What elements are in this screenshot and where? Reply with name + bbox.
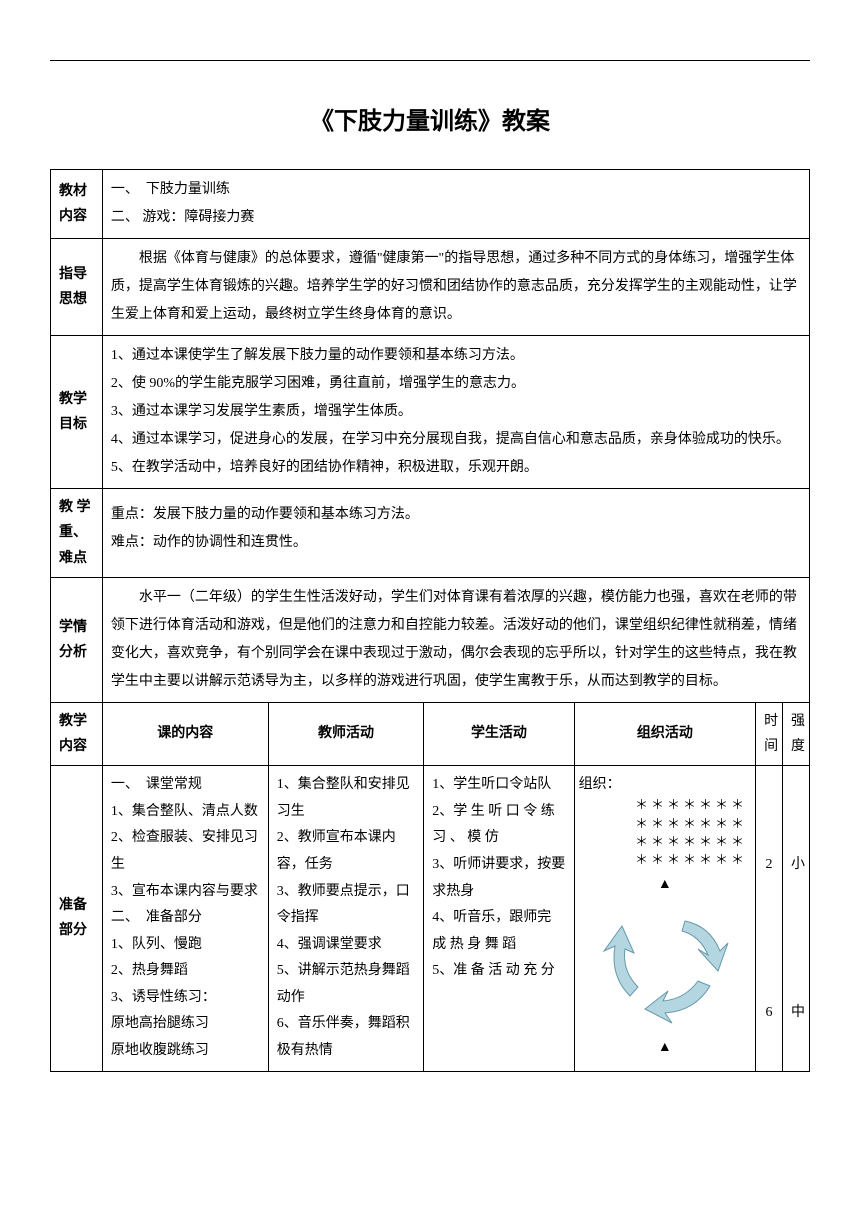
guidance-content: 根据《体育与健康》的总体要求，遵循"健康第一"的指导思想，通过多种不同方式的身体…	[102, 239, 809, 336]
cycle-arrows-icon	[590, 901, 740, 1031]
header-org: 组织活动	[574, 702, 755, 765]
prep-org: 组织： ＊＊＊＊＊＊＊ ＊＊＊＊＊＊＊ ＊＊＊＊＊＊＊ ＊＊＊＊＊＊＊ ▲ ▲	[574, 766, 755, 1072]
table-row: 准备部分 一、 课堂常规 1、集合整队、清点人数 2、检查服装、安排见习生 3、…	[51, 766, 810, 930]
material-line2: 二、 游戏：障碍接力赛	[111, 204, 801, 232]
prep-teacher: 1、集合整队和安排见习生 2、教师宣布本课内容，任务 3、教师要点提示，口令指挥…	[268, 766, 424, 1072]
table-row: 学情分析 水平一（二年级）的学生生性活泼好动，学生们对体育课有着浓厚的兴趣，模仿…	[51, 577, 810, 702]
objective-item: 1、通过本课使学生了解发展下肢力量的动作要领和基本练习方法。	[111, 342, 801, 370]
objective-item: 2、使 90%的学生能克服学习困难，勇往直前，增强学生的意志力。	[111, 370, 801, 398]
material-label: 教材内容	[51, 170, 103, 239]
triangle-icon: ▲	[579, 872, 751, 897]
material-content: 一、 下肢力量训练 二、 游戏：障碍接力赛	[102, 170, 809, 239]
objective-item: 5、在教学活动中，培养良好的团结协作精神，积极进取，乐观开朗。	[111, 454, 801, 482]
analysis-label: 学情分析	[51, 577, 103, 702]
header-label: 教学内容	[51, 702, 103, 765]
star-row: ＊＊＊＊＊＊＊	[579, 852, 751, 870]
star-row: ＊＊＊＊＊＊＊	[579, 834, 751, 852]
keypoint-line: 难点：动作的协调性和连贯性。	[111, 529, 801, 557]
header-teacher: 教师活动	[268, 702, 424, 765]
page-title: 《下肢力量训练》教案	[50, 101, 810, 144]
prep-int1: 小	[783, 766, 810, 930]
lesson-plan-table: 教材内容 一、 下肢力量训练 二、 游戏：障碍接力赛 指导思想 根据《体育与健康…	[50, 169, 810, 1071]
header-time: 时间	[756, 702, 783, 765]
star-row: ＊＊＊＊＊＊＊	[579, 797, 751, 815]
header-intensity: 强度	[783, 702, 810, 765]
material-line1: 一、 下肢力量训练	[111, 176, 801, 204]
prep-time1: 2	[756, 766, 783, 930]
table-row: 教 学重、难点 重点：发展下肢力量的动作要领和基本练习方法。 难点：动作的协调性…	[51, 489, 810, 578]
prep-student: 1、学生听口令站队 2、学 生 听 口 令 练 习 、 模 仿 3、听师讲要求，…	[424, 766, 574, 1072]
guidance-label: 指导思想	[51, 239, 103, 336]
analysis-content: 水平一（二年级）的学生生性活泼好动，学生们对体育课有着浓厚的兴趣，模仿能力也强，…	[102, 577, 809, 702]
prep-int2: 中	[783, 930, 810, 1071]
org-label: 组织：	[579, 772, 751, 797]
header-student: 学生活动	[424, 702, 574, 765]
prep-content: 一、 课堂常规 1、集合整队、清点人数 2、检查服装、安排见习生 3、宣布本课内…	[102, 766, 268, 1072]
keypoints-label: 教 学重、难点	[51, 489, 103, 578]
keypoints-content: 重点：发展下肢力量的动作要领和基本练习方法。 难点：动作的协调性和连贯性。	[102, 489, 809, 578]
table-row: 教学目标 1、通过本课使学生了解发展下肢力量的动作要领和基本练习方法。 2、使 …	[51, 336, 810, 489]
objective-item: 4、通过本课学习，促进身心的发展，在学习中充分展现自我，提高自信心和意志品质，亲…	[111, 426, 801, 454]
table-row: 教材内容 一、 下肢力量训练 二、 游戏：障碍接力赛	[51, 170, 810, 239]
prep-label: 准备部分	[51, 766, 103, 1072]
header-content: 课的内容	[102, 702, 268, 765]
star-row: ＊＊＊＊＊＊＊	[579, 816, 751, 834]
keypoint-line: 重点：发展下肢力量的动作要领和基本练习方法。	[111, 501, 801, 529]
objectives-label: 教学目标	[51, 336, 103, 489]
objectives-content: 1、通过本课使学生了解发展下肢力量的动作要领和基本练习方法。 2、使 90%的学…	[102, 336, 809, 489]
table-row: 指导思想 根据《体育与健康》的总体要求，遵循"健康第一"的指导思想，通过多种不同…	[51, 239, 810, 336]
prep-time2: 6	[756, 930, 783, 1071]
table-row: 教学内容 课的内容 教师活动 学生活动 组织活动 时间 强度	[51, 702, 810, 765]
objective-item: 3、通过本课学习发展学生素质，增强学生体质。	[111, 398, 801, 426]
triangle-icon: ▲	[579, 1035, 751, 1060]
top-rule	[50, 60, 810, 61]
